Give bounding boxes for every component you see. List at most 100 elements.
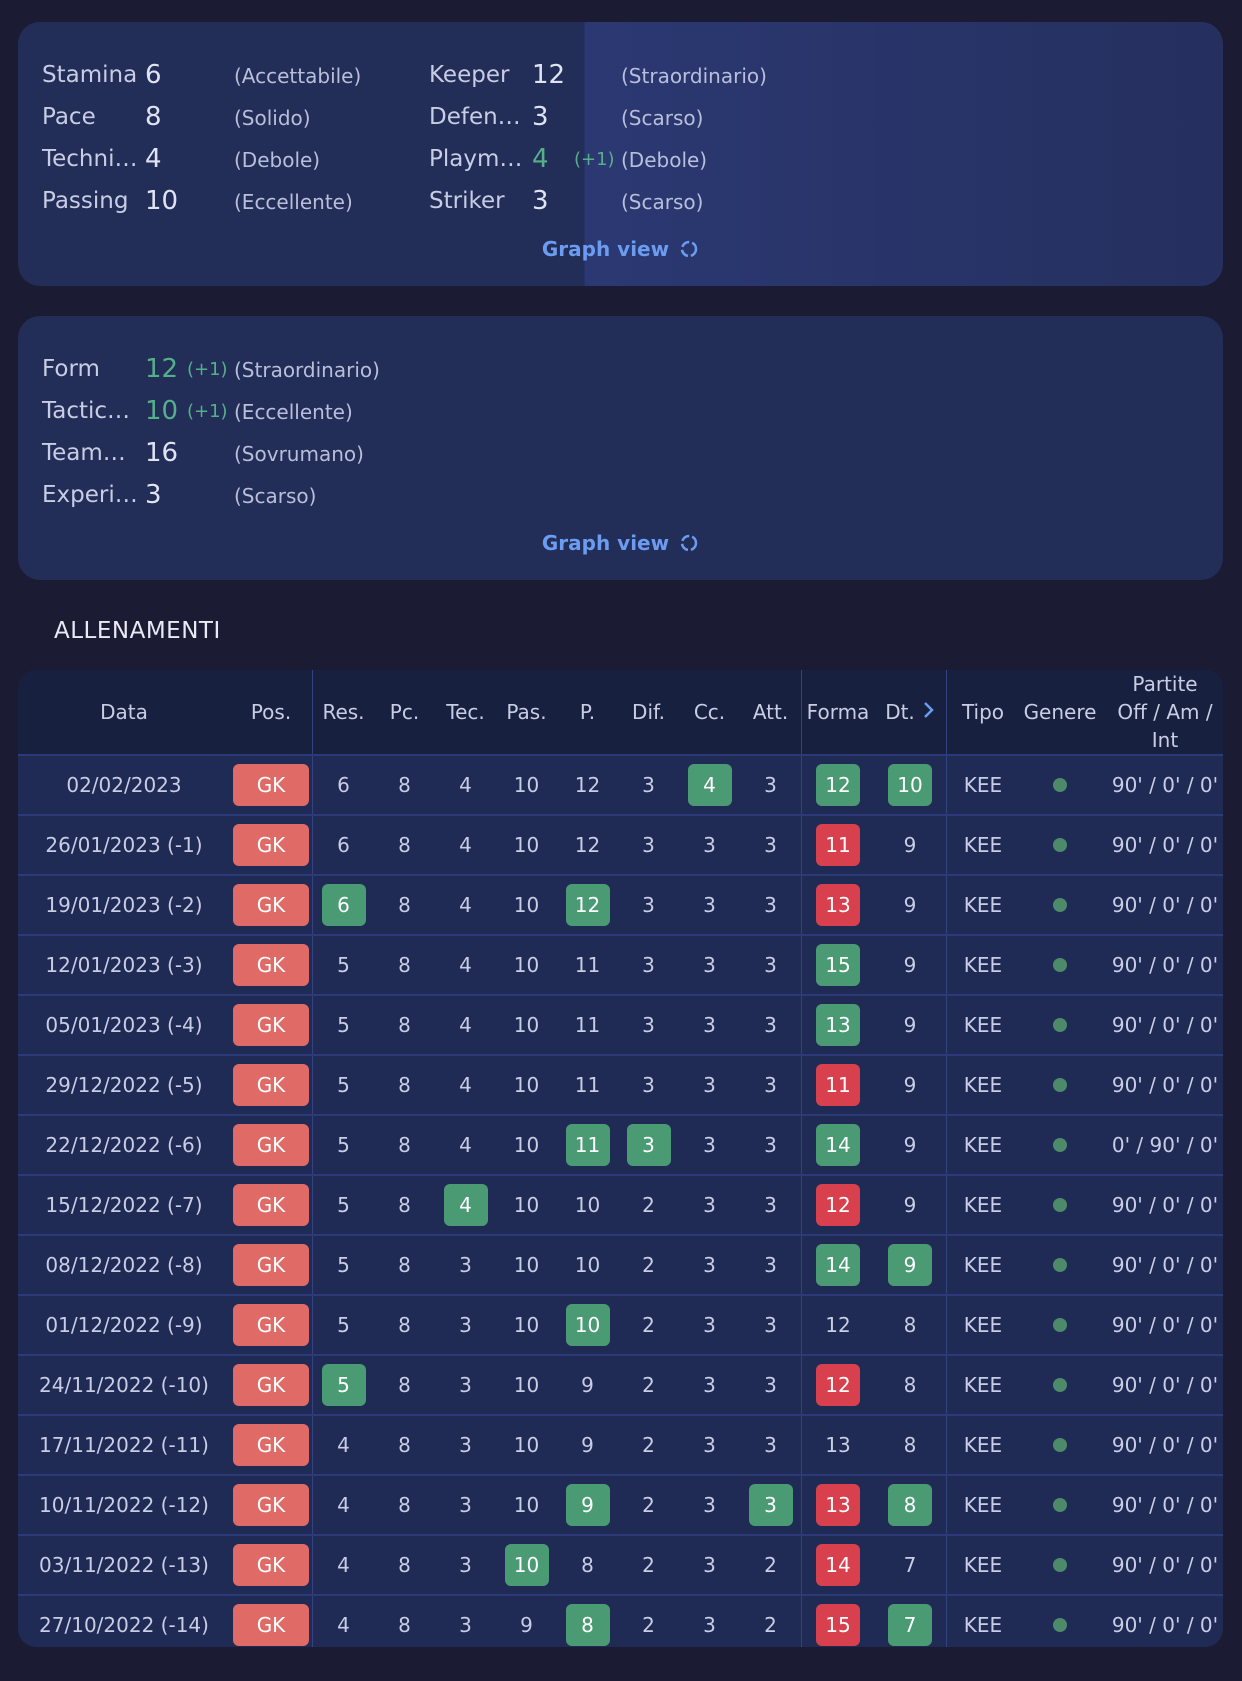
table-row: 15/12/2022 (-7) GK 5 8 4 10 10 2 3 3 12 9 KEE 90' / 0…: [18, 1174, 1223, 1235]
genre-dot: [1053, 1078, 1067, 1092]
stat-value: 2: [642, 1313, 655, 1337]
stat-value: 8: [398, 833, 411, 857]
position-chip: GK: [233, 1124, 309, 1166]
stat-cell: 3: [740, 1474, 802, 1535]
stat-name: Striker: [429, 188, 505, 214]
stat-cell: 3: [679, 1534, 740, 1595]
stat-value: 12: [574, 773, 601, 797]
genre-cell: [1019, 994, 1101, 1055]
stat-chip: 12: [816, 1364, 860, 1406]
stat-cell: 6: [312, 814, 374, 875]
stat-cell: 10: [496, 1054, 557, 1115]
table-row: 01/12/2022 (-9) GK 5 8 3 10 10 2 3 3 12 8 KEE 90' / 0…: [18, 1294, 1223, 1355]
type-cell: KEE: [946, 1114, 1019, 1175]
stat-name: Experi…: [42, 482, 138, 508]
pos-cell: GK: [230, 1414, 313, 1475]
stat-chip: 13: [816, 884, 860, 926]
graph-view-label[interactable]: Graph view: [541, 237, 670, 261]
stat-cell: 3: [740, 1234, 802, 1295]
stat-value: 10: [513, 773, 540, 797]
pos-cell: GK: [230, 1354, 313, 1415]
stat-value: 8: [398, 1013, 411, 1037]
table-row: 26/01/2023 (-1) GK 6 8 4 10 12 3 3 3 11 9 KEE 90' / 0…: [18, 814, 1223, 875]
stat-value: 3: [703, 893, 716, 917]
stat-value: 9: [903, 1073, 917, 1097]
stat-value: 4: [145, 144, 162, 174]
stat-value: 9: [903, 893, 917, 917]
stat-cell: 8: [557, 1534, 618, 1595]
stat-rating: (Sovrumano): [234, 442, 364, 466]
stat-cell: 8: [374, 1354, 435, 1415]
stat-value: 13: [825, 1433, 851, 1457]
stat-value: 9: [903, 1193, 917, 1217]
stat-cell: 12: [801, 1174, 874, 1235]
stat-cell: 3: [740, 934, 802, 995]
stat-cell: 10: [557, 1174, 618, 1235]
graph-view-link[interactable]: Graph view: [18, 237, 1223, 261]
stat-cell: 10: [496, 934, 557, 995]
stat-cell: 4: [435, 1114, 496, 1175]
stat-cell: 2: [618, 1534, 679, 1595]
stat-cell: 2: [618, 1294, 679, 1355]
matches-cell: 90' / 0' / 0': [1101, 874, 1223, 935]
stat-cell: 8: [874, 1294, 947, 1355]
stat-value: 3: [703, 1553, 716, 1577]
stat-cell: 3: [679, 1594, 740, 1647]
header-label: P.: [579, 700, 596, 724]
section-title: ALLENAMENTI: [54, 618, 221, 644]
stat-cell: 4: [312, 1474, 374, 1535]
stat-value: 10: [513, 1313, 540, 1337]
stat-value: 10: [574, 1253, 601, 1277]
stat-cell: 10: [557, 1234, 618, 1295]
stat-cell: 11: [801, 1054, 874, 1115]
pos-cell: GK: [230, 1114, 313, 1175]
stat-cell: 8: [374, 1474, 435, 1535]
matches-cell: 90' / 0' / 0': [1101, 1174, 1223, 1235]
stat-cell: 3: [679, 1234, 740, 1295]
stat-value: 9: [903, 1133, 917, 1157]
stat-value: 3: [532, 102, 549, 132]
date-cell: 24/11/2022 (-10): [18, 1354, 230, 1415]
stat-cell: 5: [312, 1354, 374, 1415]
type-cell: KEE: [946, 874, 1019, 935]
stat-cell: 3: [435, 1474, 496, 1535]
stat-value: 10: [574, 1193, 601, 1217]
genre-cell: [1019, 1534, 1101, 1595]
stat-value: 12: [532, 60, 566, 90]
stat-cell: 10: [496, 814, 557, 875]
stat-rating: (Solido): [234, 106, 311, 130]
stat-value: 10: [513, 1493, 540, 1517]
pos-cell: GK: [230, 1534, 313, 1595]
stat-cell: 8: [374, 994, 435, 1055]
date-cell: 15/12/2022 (-7): [18, 1174, 230, 1235]
table-row: 12/01/2023 (-3) GK 5 8 4 10 11 3 3 3 15 9 KEE 90' / 0…: [18, 934, 1223, 995]
matches-cell: 90' / 0' / 0': [1101, 1594, 1223, 1647]
matches-cell: 90' / 0' / 0': [1101, 1474, 1223, 1535]
stat-cell: 3: [618, 934, 679, 995]
stat-cell: 3: [435, 1354, 496, 1415]
stat-value: 8: [398, 1073, 411, 1097]
header-label: Att.: [752, 700, 789, 724]
stat-chip: 10: [504, 1544, 549, 1586]
chevron-icon[interactable]: [921, 701, 935, 719]
stat-value: 4: [532, 144, 549, 174]
stat-chip: 15: [816, 944, 860, 986]
stat-value: 3: [764, 773, 777, 797]
stat-cell: 11: [557, 1114, 618, 1175]
stat-cell: 10: [496, 1474, 557, 1535]
stat-chip: 14: [816, 1544, 860, 1586]
matches-cell: 90' / 0' / 0': [1101, 814, 1223, 875]
stat-value: 3: [459, 1493, 472, 1517]
stat-value: 8: [903, 1373, 917, 1397]
graph-view-link[interactable]: Graph view: [18, 531, 1223, 555]
date-cell: 27/10/2022 (-14): [18, 1594, 230, 1647]
stat-name: Form: [42, 356, 100, 382]
stat-value: 8: [398, 1253, 411, 1277]
matches-cell: 90' / 0' / 0': [1101, 1294, 1223, 1355]
genre-dot: [1053, 1318, 1067, 1332]
stat-chip: 9: [565, 1484, 610, 1526]
stat-name: Stamina: [42, 62, 138, 88]
stat-cell: 10: [496, 1234, 557, 1295]
graph-view-label[interactable]: Graph view: [541, 531, 670, 555]
date-cell: 05/01/2023 (-4): [18, 994, 230, 1055]
